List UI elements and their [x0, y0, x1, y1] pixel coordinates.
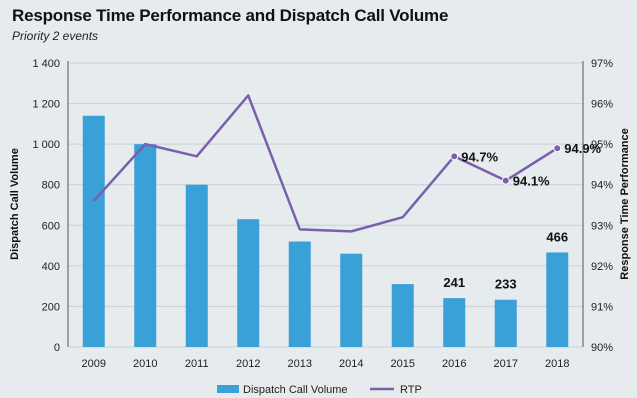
- bar: [340, 253, 363, 347]
- y2-tick-label: 94%: [591, 180, 613, 192]
- legend-line-label: RTP: [400, 384, 422, 396]
- x-tick-label: 2016: [442, 358, 466, 370]
- bar: [134, 144, 157, 347]
- rtp-data-label: 94.1%: [513, 174, 550, 189]
- left-axis-ticks: 0 200 400 600 800 1 000 1 200 1 400: [32, 58, 60, 354]
- legend: Dispatch Call Volume RTP: [217, 384, 422, 396]
- bar-series: [82, 115, 569, 347]
- y-axis-label: Dispatch Call Volume: [9, 148, 21, 260]
- x-tick-label: 2010: [133, 358, 157, 370]
- legend-bar-swatch: [217, 385, 239, 393]
- line-series: [92, 94, 562, 233]
- y2-tick-label: 92%: [591, 261, 613, 273]
- bar-data-label: 233: [495, 277, 517, 292]
- rtp-marker: [553, 144, 562, 153]
- y2-tick-label: 93%: [591, 220, 613, 232]
- y2-tick-label: 91%: [591, 301, 613, 313]
- y2-tick-label: 96%: [591, 99, 613, 111]
- y-tick-label: 200: [42, 301, 60, 313]
- x-tick-label: 2017: [494, 358, 518, 370]
- chart-title: Response Time Performance and Dispatch C…: [12, 6, 449, 25]
- rtp-line: [92, 94, 558, 233]
- rtp-marker: [450, 152, 459, 161]
- bar-data-label: 466: [546, 229, 568, 244]
- bar: [391, 284, 414, 347]
- x-axis-ticks: 2009 2010 2011 2012 2013 2014 2015 2016 2017 2018: [82, 358, 570, 370]
- y-tick-label: 1 400: [32, 58, 60, 70]
- y-tick-label: 800: [42, 180, 60, 192]
- rtp-marker: [501, 176, 510, 185]
- x-tick-label: 2015: [391, 358, 415, 370]
- bar: [82, 115, 105, 347]
- y-tick-label: 1 000: [32, 139, 60, 151]
- legend-bar-label: Dispatch Call Volume: [243, 384, 348, 396]
- x-tick-label: 2012: [236, 358, 260, 370]
- x-tick-label: 2014: [339, 358, 363, 370]
- x-tick-label: 2018: [545, 358, 569, 370]
- y-tick-label: 0: [54, 342, 60, 354]
- x-tick-label: 2011: [185, 358, 209, 370]
- y-tick-label: 400: [42, 261, 60, 273]
- y2-axis-label: Response Time Performance: [619, 128, 631, 279]
- x-tick-label: 2013: [288, 358, 312, 370]
- x-tick-label: 2009: [82, 358, 106, 370]
- y2-tick-label: 95%: [591, 139, 613, 151]
- y2-tick-label: 90%: [591, 342, 613, 354]
- y2-tick-label: 97%: [591, 58, 613, 70]
- bar-data-label: 241: [443, 275, 465, 290]
- chart-subtitle: Priority 2 events: [12, 29, 99, 43]
- bar: [546, 252, 569, 347]
- y-tick-label: 600: [42, 220, 60, 232]
- bar: [494, 299, 517, 347]
- y-tick-label: 1 200: [32, 99, 60, 111]
- bar: [237, 219, 260, 347]
- bar: [185, 184, 208, 347]
- right-axis-ticks: 90% 91% 92% 93% 94% 95% 96% 97%: [591, 58, 613, 354]
- rtp-data-label: 94.7%: [461, 149, 498, 164]
- bar: [288, 241, 311, 347]
- bar: [443, 298, 466, 347]
